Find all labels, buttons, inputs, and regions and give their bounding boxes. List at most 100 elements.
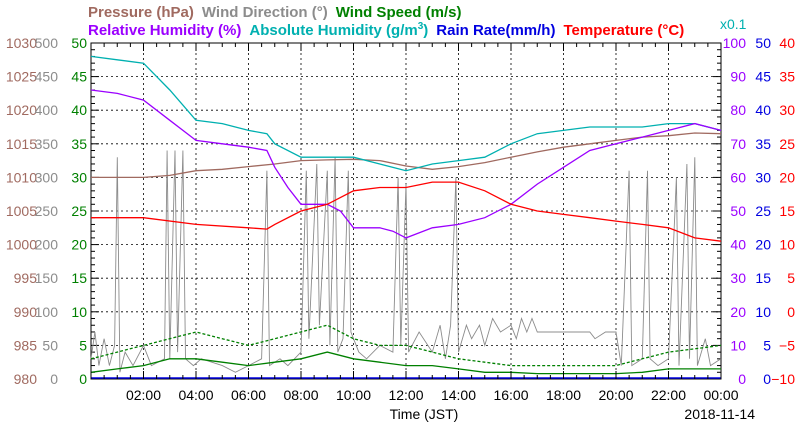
- x-tick-label: 10:00: [336, 387, 371, 403]
- y-tick-label-rh: 100: [723, 35, 747, 51]
- series-temp: [91, 181, 722, 242]
- y-tick-label-rain: 10: [755, 304, 771, 320]
- y-tick-label-wind_speed: 30: [71, 169, 87, 185]
- y-tick-label-pressure: 1015: [6, 136, 37, 152]
- series-wind_dir: [90, 150, 722, 373]
- x-tick-label: 18:00: [546, 387, 581, 403]
- y-tick-label-wind_speed: 20: [71, 237, 87, 253]
- ah-scale-note: x0.1: [720, 16, 747, 32]
- legend-ah_pre: Absolute Humidity (g/m: [249, 22, 417, 39]
- y-tick-label-temp: 20: [779, 169, 795, 185]
- y-tick-label-rain: 5: [763, 337, 771, 353]
- series-rh: [90, 89, 722, 239]
- x-tick-label: 22:00: [651, 387, 686, 403]
- y-tick-label-rh: 0: [738, 371, 746, 387]
- grid: [91, 43, 721, 379]
- y-tick-label-wind_dir: 0: [50, 371, 58, 387]
- y-tick-label-temp: 0: [787, 304, 795, 320]
- y-tick-label-rh: 10: [730, 337, 746, 353]
- series-wind_gust: [90, 324, 722, 367]
- y-tick-label-temp: 35: [779, 69, 795, 85]
- y-tick-label-rain: 40: [755, 102, 771, 118]
- x-axis-label: Time (JST): [390, 406, 459, 422]
- x-axis: 02:00 04:00 06:00 08:00 10:00 12:00 14:00 16:00…: [90, 43, 739, 403]
- y-tick-label-wind_speed: 0: [79, 371, 87, 387]
- y-tick-label-rh: 30: [730, 270, 746, 286]
- y-tick-label-wind_speed: 45: [71, 69, 87, 85]
- y-tick-label-wind_dir: 250: [35, 203, 59, 219]
- legend-row-2: Relative Humidity (%) Absolute Humidity (…: [88, 21, 684, 39]
- y-tick-label-pressure: 1025: [6, 69, 37, 85]
- y-tick-label-wind_speed: 15: [71, 270, 87, 286]
- y-tick-label-rh: 70: [730, 136, 746, 152]
- y-tick-label-pressure: 985: [14, 337, 38, 353]
- y-tick-label-temp: −10: [771, 371, 795, 387]
- x-tick-label: 20:00: [598, 387, 633, 403]
- y-tick-label-wind_dir: 300: [35, 169, 59, 185]
- series-pressure: [91, 132, 722, 179]
- y-tick-label-wind_speed: 5: [79, 337, 87, 353]
- x-tick-label: 00:00: [703, 387, 738, 403]
- y-tick-label-rh: 40: [730, 237, 746, 253]
- y-tick-label-temp: 10: [779, 237, 795, 253]
- y-tick-label-wind_dir: 350: [35, 136, 59, 152]
- y-tick-label-rain: 30: [755, 169, 771, 185]
- y-tick-label-temp: 40: [779, 35, 795, 51]
- y-tick-label-rh: 90: [730, 69, 746, 85]
- legend-pressure: Pressure (hPa): [88, 4, 194, 21]
- y-tick-label-temp: 30: [779, 102, 795, 118]
- legend-ah_sup: 3: [418, 21, 424, 32]
- y-tick-label-wind_dir: 50: [42, 337, 58, 353]
- y-tick-label-pressure: 1010: [6, 169, 37, 185]
- y-tick-label-rh: 80: [730, 102, 746, 118]
- y-tick-label-temp: −5: [779, 337, 795, 353]
- x-tick-label: 12:00: [388, 387, 423, 403]
- y-tick-label-rain: 50: [755, 35, 771, 51]
- x-tick-label: 06:00: [231, 387, 266, 403]
- series-ah: [90, 55, 722, 172]
- legend-rh: Relative Humidity (%): [88, 22, 241, 39]
- y-tick-label-wind_dir: 500: [35, 35, 59, 51]
- y-tick-label-rain: 45: [755, 69, 771, 85]
- y-tick-label-pressure: 995: [14, 270, 38, 286]
- right-axes: 1009080706050403020100504540353025201510…: [723, 35, 796, 387]
- y-tick-label-pressure: 1030: [6, 35, 37, 51]
- legend-row-1: Pressure (hPa) Wind Direction (°) Wind Spe…: [88, 4, 461, 21]
- x-tick-label: 04:00: [178, 387, 213, 403]
- y-tick-label-rain: 20: [755, 237, 771, 253]
- date-label: 2018-11-14: [684, 406, 755, 422]
- y-tick-label-temp: 5: [787, 270, 795, 286]
- y-tick-label-wind_dir: 100: [35, 304, 59, 320]
- legend-rain: Rain Rate(mm/h): [436, 22, 555, 39]
- y-tick-label-wind_speed: 40: [71, 102, 87, 118]
- y-tick-label-rh: 50: [730, 203, 746, 219]
- y-tick-label-rh: 20: [730, 304, 746, 320]
- y-tick-label-wind_dir: 450: [35, 69, 59, 85]
- y-tick-label-pressure: 980: [14, 371, 38, 387]
- y-tick-label-pressure: 1000: [6, 237, 37, 253]
- y-tick-label-pressure: 990: [14, 304, 38, 320]
- y-tick-label-wind_speed: 10: [71, 304, 87, 320]
- y-tick-label-wind_dir: 150: [35, 270, 59, 286]
- legend-ah_post: ): [423, 22, 428, 39]
- left-axes: 1030102510201015101010051000995990985980…: [6, 35, 721, 387]
- legend-wind_dir: Wind Direction (°): [202, 4, 328, 21]
- y-tick-label-temp: 25: [779, 136, 795, 152]
- x-tick-label: 16:00: [493, 387, 528, 403]
- y-tick-label-wind_speed: 25: [71, 203, 87, 219]
- x-tick-label: 08:00: [283, 387, 318, 403]
- x-tick-label: 02:00: [126, 387, 161, 403]
- y-tick-label-wind_dir: 400: [35, 102, 59, 118]
- y-tick-label-rh: 60: [730, 169, 746, 185]
- y-tick-label-rain: 35: [755, 136, 771, 152]
- legend-wind_speed: Wind Speed (m/s): [336, 4, 462, 21]
- y-tick-label-rain: 25: [755, 203, 771, 219]
- x-tick-label: 14:00: [441, 387, 476, 403]
- y-tick-label-wind_speed: 50: [71, 35, 87, 51]
- y-tick-label-wind_speed: 35: [71, 136, 87, 152]
- y-tick-label-rain: 0: [763, 371, 771, 387]
- y-tick-label-rain: 15: [755, 270, 771, 286]
- legend-temp: Temperature (°C): [563, 22, 684, 39]
